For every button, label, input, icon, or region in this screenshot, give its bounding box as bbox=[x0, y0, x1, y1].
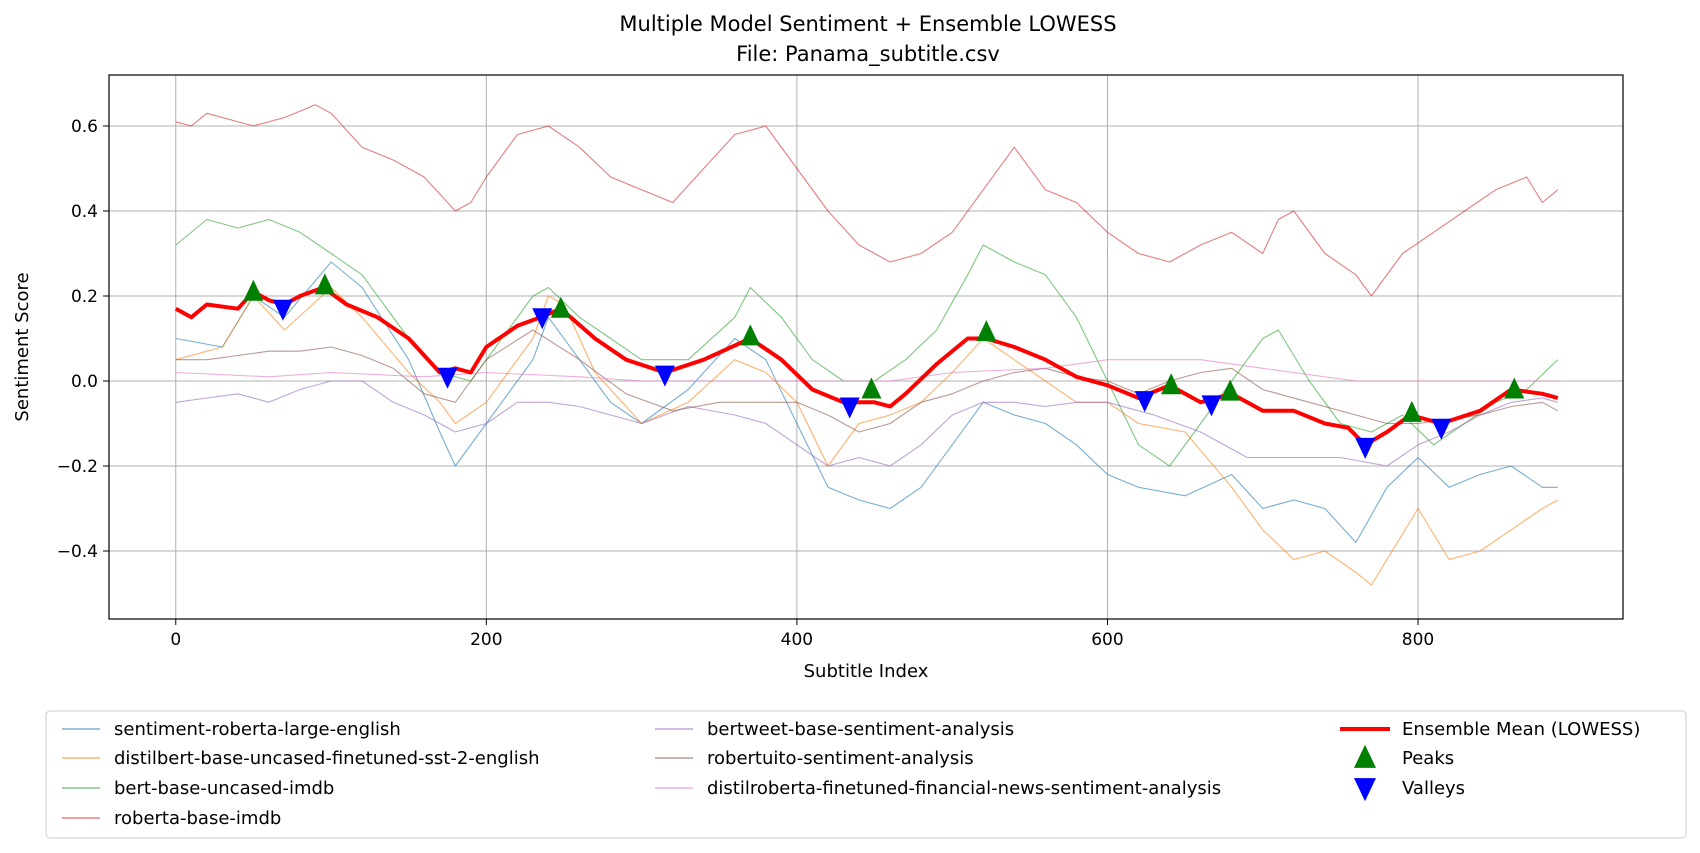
grid-layer bbox=[109, 75, 1623, 619]
legend-label: robertuito-sentiment-analysis bbox=[707, 748, 974, 769]
series-line-2 bbox=[175, 286, 1559, 586]
series-line-7 bbox=[175, 359, 1558, 382]
legend-label: bert-base-uncased-imdb bbox=[114, 778, 334, 799]
series-line-5 bbox=[175, 380, 1558, 467]
legend-label: distilroberta-finetuned-financial-news-s… bbox=[707, 778, 1221, 799]
series-line-1 bbox=[175, 261, 1558, 544]
peak-marker bbox=[1220, 379, 1241, 401]
legend-label: Valleys bbox=[1402, 778, 1465, 799]
y-tick-label: −0.2 bbox=[57, 457, 98, 477]
y-tick-label: 0.2 bbox=[71, 287, 98, 307]
peak-marker bbox=[243, 279, 264, 301]
legend-label: roberta-base-imdb bbox=[114, 808, 281, 829]
legend-label: Peaks bbox=[1402, 748, 1454, 769]
x-axis-label: Subtitle Index bbox=[804, 661, 929, 682]
peak-marker bbox=[740, 324, 761, 346]
peak-marker bbox=[550, 296, 571, 318]
peak-marker bbox=[1161, 373, 1182, 395]
valley-marker bbox=[532, 308, 553, 330]
marker-layer bbox=[243, 273, 1525, 459]
peak-marker bbox=[1504, 377, 1525, 399]
series-line-4 bbox=[175, 104, 1559, 297]
x-tick-label: 0 bbox=[170, 630, 181, 650]
chart-subtitle: File: Panama_subtitle.csv bbox=[736, 42, 1000, 67]
series-line-6 bbox=[175, 329, 1559, 433]
peak-marker bbox=[314, 273, 335, 295]
peak-marker bbox=[1401, 400, 1422, 422]
x-tick-label: 200 bbox=[470, 630, 502, 650]
legend-frame bbox=[45, 710, 1687, 839]
x-tick-label: 400 bbox=[781, 630, 813, 650]
legend-label: Ensemble Mean (LOWESS) bbox=[1402, 719, 1640, 740]
valley-marker bbox=[1355, 437, 1376, 459]
legend-label: distilbert-base-uncased-finetuned-sst-2-… bbox=[114, 748, 539, 769]
y-tick-label: 0.6 bbox=[71, 117, 98, 137]
y-tick-label: 0.4 bbox=[71, 202, 98, 222]
peak-marker bbox=[976, 320, 997, 342]
x-tick-label: 800 bbox=[1402, 630, 1434, 650]
valley-marker bbox=[1134, 391, 1155, 413]
valley-marker bbox=[1431, 418, 1452, 440]
valley-marker bbox=[654, 365, 675, 387]
legend-swatch bbox=[1354, 744, 1376, 768]
y-tick-label: 0.0 bbox=[71, 372, 98, 392]
valley-marker bbox=[437, 367, 458, 389]
peak-marker bbox=[861, 377, 882, 399]
series-layer bbox=[174, 104, 1559, 586]
legend: sentiment-roberta-large-english distilber… bbox=[45, 710, 1687, 839]
legend-label: sentiment-roberta-large-english bbox=[114, 719, 401, 740]
valley-marker bbox=[1201, 395, 1222, 417]
x-tick-label: 600 bbox=[1091, 630, 1123, 650]
valley-marker bbox=[839, 397, 860, 419]
valley-marker bbox=[272, 299, 293, 321]
chart-title: Multiple Model Sentiment + Ensemble LOWE… bbox=[619, 12, 1116, 36]
tick-layer: 0 200 400 600 800 −0.4 −0.2 0.0 0.2 0.4 0.6 bbox=[57, 117, 1435, 650]
legend-label: bertweet-base-sentiment-analysis bbox=[707, 719, 1014, 740]
y-tick-label: −0.4 bbox=[57, 542, 98, 562]
plot-frame bbox=[108, 74, 1624, 620]
y-axis-label: Sentiment Score bbox=[12, 272, 33, 421]
legend-swatch bbox=[1354, 778, 1376, 802]
